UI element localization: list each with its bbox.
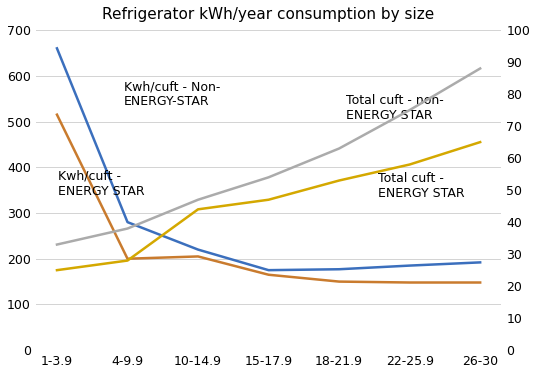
Title: Refrigerator kWh/year consumption by size: Refrigerator kWh/year consumption by siz… xyxy=(103,7,434,22)
Text: Kwh/cuft - Non-
ENERGY-STAR: Kwh/cuft - Non- ENERGY-STAR xyxy=(124,80,220,108)
Text: Total cuft -
ENERGY STAR: Total cuft - ENERGY STAR xyxy=(378,172,465,200)
Text: Kwh/cuft -
ENERGY STAR: Kwh/cuft - ENERGY STAR xyxy=(59,170,145,198)
Text: Total cuft - non-
ENERGY STAR: Total cuft - non- ENERGY STAR xyxy=(346,94,444,122)
